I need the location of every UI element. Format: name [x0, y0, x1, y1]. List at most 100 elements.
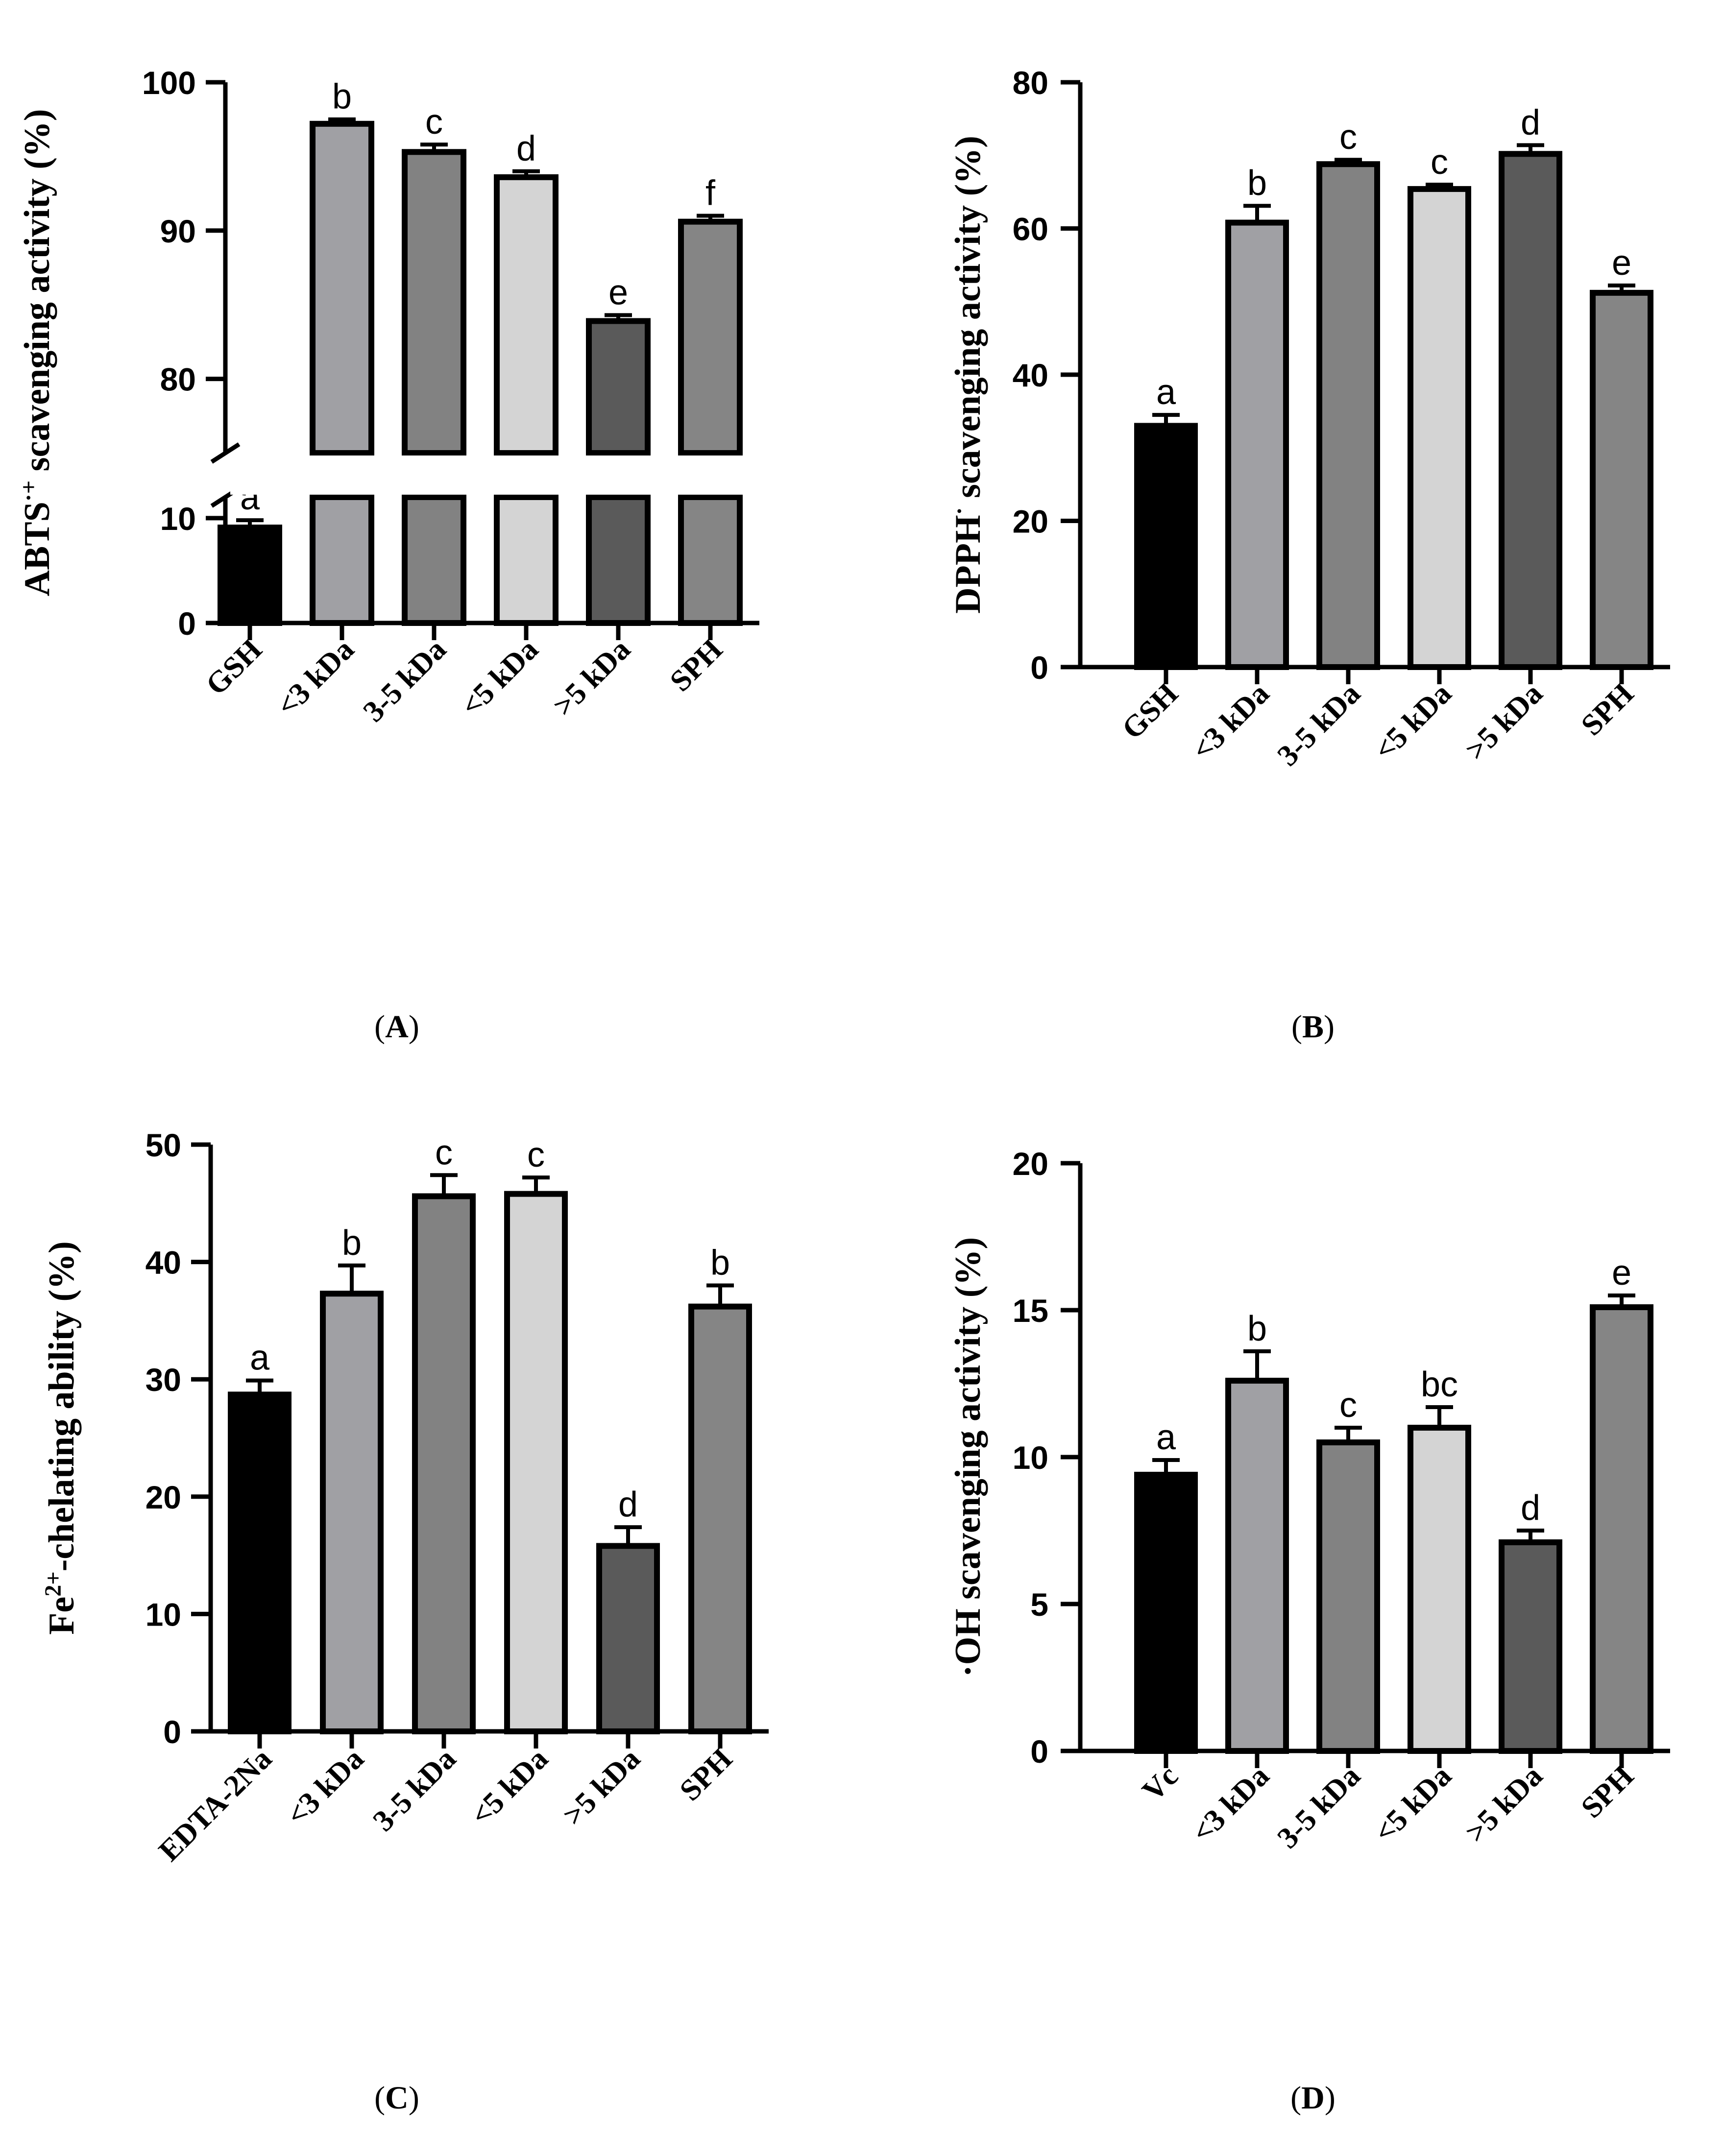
y-axis-label: Fe2+-chelating ability (%) [40, 1241, 82, 1635]
category-label: <5 kDa [1368, 677, 1458, 767]
y-tick-label: 5 [1030, 1586, 1048, 1623]
bar [1225, 219, 1289, 670]
significance-letter: e [608, 273, 628, 312]
category-label: GSH [199, 633, 268, 702]
y-tick-label: 10 [1013, 1439, 1048, 1476]
category-label: 3-5 kDa [1271, 1759, 1366, 1855]
axis-break-mark [210, 442, 241, 464]
y-tick-label: 0 [1030, 649, 1048, 686]
significance-letter: bc [1421, 1365, 1458, 1404]
bar [228, 1391, 291, 1734]
y-tick-label: 80 [160, 361, 196, 398]
category-label: SPH [1575, 1759, 1640, 1824]
y-axis-label: DPPH· scavenging activity (%) [947, 136, 989, 614]
panel-caption-b: (B) [1291, 1009, 1335, 1045]
category-label: <3 kDa [1186, 677, 1276, 767]
category-label: >5 kDa [547, 633, 637, 723]
category-label: <3 kDa [270, 633, 361, 723]
category-label: SPH [1575, 677, 1640, 742]
significance-letter: c [435, 1133, 453, 1172]
bar [402, 149, 466, 456]
bar [310, 494, 374, 626]
bar [596, 1543, 660, 1734]
category-label: 3-5 kDa [1271, 677, 1366, 772]
significance-letter: d [1521, 103, 1540, 142]
category-label: <3 kDa [1186, 1759, 1276, 1849]
significance-letter: a [250, 1339, 270, 1378]
category-label: <5 kDa [464, 1742, 555, 1832]
significance-letter: b [1247, 164, 1267, 203]
y-tick-label: 20 [146, 1479, 181, 1515]
category-label: >5 kDa [1459, 1759, 1549, 1849]
significance-letter: a [1156, 1418, 1176, 1457]
bar [586, 318, 651, 456]
y-tick-label: 0 [178, 605, 196, 642]
significance-letter: c [527, 1135, 545, 1174]
significance-letter: b [332, 77, 352, 117]
y-axis-label: ABTS·+ scavenging activity (%) [16, 109, 58, 596]
y-axis-label: ·OH scavenging activity (%) [948, 1237, 988, 1677]
y-tick-label: 40 [146, 1245, 181, 1281]
category-label: <5 kDa [455, 633, 545, 723]
significance-letter: c [1431, 143, 1448, 182]
y-tick-label: 80 [1013, 65, 1048, 101]
significance-letter: d [516, 129, 536, 168]
bar [494, 174, 558, 456]
y-tick-label: 40 [1013, 357, 1048, 393]
category-label: GSH [1116, 677, 1185, 746]
y-tick-label: 30 [146, 1362, 181, 1398]
significance-letter: f [705, 174, 716, 213]
significance-letter: b [342, 1223, 362, 1263]
category-label: 3-5 kDa [357, 633, 452, 728]
y-tick-label: 10 [146, 1596, 181, 1632]
bar [1408, 1425, 1471, 1754]
significance-letter: b [710, 1244, 730, 1283]
panel-caption-d: (D) [1290, 2080, 1335, 2116]
bar [320, 1291, 384, 1734]
category-label: <3 kDa [280, 1742, 370, 1832]
y-tick-label: 60 [1013, 211, 1048, 247]
category-label: <5 kDa [1368, 1759, 1458, 1849]
category-label: 3-5 kDa [366, 1742, 462, 1838]
y-tick-label: 0 [1030, 1733, 1048, 1770]
bar [688, 1303, 752, 1734]
bar [1590, 1304, 1653, 1754]
y-tick-label: 20 [1013, 503, 1048, 540]
significance-letter: d [1521, 1488, 1540, 1528]
bar [1499, 1539, 1562, 1754]
category-label: SPH [674, 1742, 739, 1807]
bar [412, 1193, 476, 1735]
category-label: EDTA-2Na [152, 1742, 278, 1868]
significance-letter: c [1339, 118, 1357, 157]
y-tick-label: 50 [146, 1127, 181, 1163]
bar [402, 494, 466, 626]
significance-letter: c [1339, 1386, 1357, 1425]
y-tick-label: 10 [160, 501, 196, 537]
panel-caption-a: (A) [374, 1009, 419, 1045]
bar [1316, 161, 1380, 670]
significance-letter: b [1247, 1309, 1267, 1348]
significance-letter: a [1156, 373, 1176, 412]
y-tick-label: 20 [1013, 1146, 1048, 1182]
category-label: >5 kDa [1459, 677, 1549, 767]
bar [504, 1191, 568, 1735]
bar [1134, 1472, 1198, 1754]
bar [586, 494, 651, 626]
significance-letter: d [618, 1485, 638, 1524]
significance-letter: e [1612, 1253, 1631, 1293]
significance-letter: c [425, 102, 443, 142]
bar [218, 525, 282, 626]
y-tick-label: 90 [160, 213, 196, 249]
category-label: SPH [664, 633, 729, 698]
category-label: Vc [1136, 1759, 1185, 1808]
axis-break-gap [230, 455, 764, 495]
bar [678, 218, 743, 456]
y-tick-label: 0 [163, 1714, 181, 1750]
bar [1225, 1378, 1289, 1754]
bar [1316, 1439, 1380, 1754]
bar [678, 494, 743, 626]
panel-caption-c: (C) [374, 2080, 419, 2116]
